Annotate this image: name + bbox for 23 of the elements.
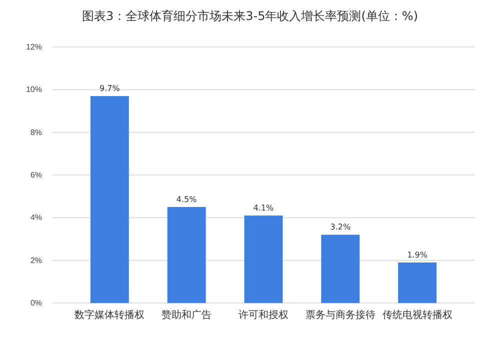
y-tick-label: 8%: [30, 128, 42, 137]
bar: [167, 207, 206, 303]
chart-title: 图表3：全球体育细分市场未来3-5年收入增长率预测(单位：%): [82, 9, 418, 23]
data-label: 3.2%: [330, 222, 351, 232]
data-label: 4.5%: [176, 195, 198, 204]
bar: [244, 216, 283, 303]
x-tick-label: 许可和授权: [238, 309, 288, 322]
data-label: 9.7%: [100, 84, 120, 94]
y-tick-label: 12%: [26, 42, 42, 52]
bar: [398, 262, 437, 303]
data-label: 1.9%: [407, 250, 428, 260]
y-tick-label: 6%: [30, 170, 42, 180]
y-tick-label: 4%: [30, 213, 42, 222]
x-tick-label: 数字媒体转播权: [74, 309, 145, 322]
bar: [321, 234, 360, 303]
x-tick-label: 传统电视转播权: [382, 309, 452, 322]
x-tick-label: 赞助和广告: [162, 309, 212, 322]
x-tick-label: 票务与商务接待: [305, 309, 376, 322]
bar: [90, 96, 129, 303]
y-tick-label: 2%: [30, 256, 42, 265]
y-tick-label: 10%: [26, 85, 42, 94]
y-tick-label: 0%: [30, 298, 42, 308]
data-label: 4.1%: [253, 204, 274, 213]
